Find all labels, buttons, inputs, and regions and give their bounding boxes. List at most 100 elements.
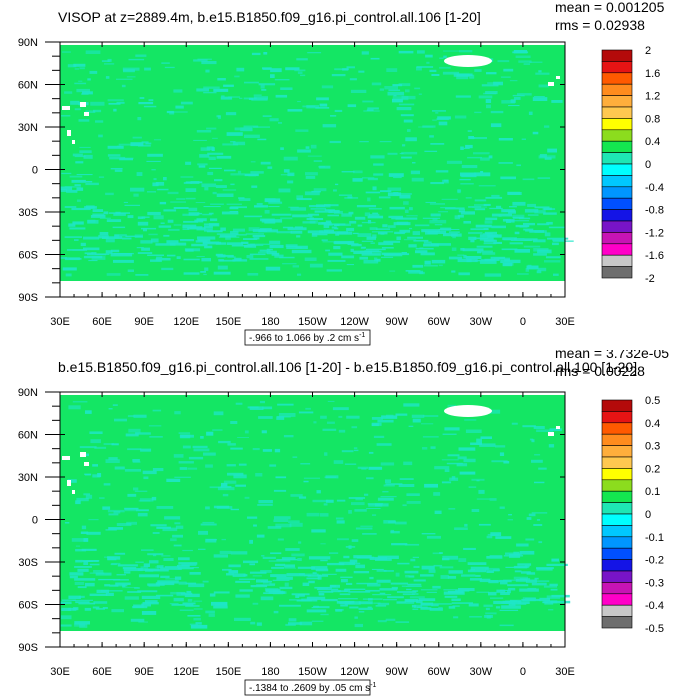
top-speckle-cell [430, 213, 441, 217]
top-speckle-cell [372, 234, 377, 239]
bottom-southern-speckle [260, 580, 272, 583]
top-speckle-cell [81, 93, 89, 95]
top-speckle-cell [116, 78, 133, 80]
bottom-southern-speckle [113, 579, 129, 581]
bottom-speckle-cell [362, 533, 377, 535]
bottom-speckle-cell [108, 457, 118, 460]
top-southern-speckle [91, 252, 97, 254]
bottom-speckle-cell [413, 565, 420, 568]
top-speckle-cell [137, 117, 142, 121]
top-speckle-cell [378, 196, 391, 199]
top-southern-speckle [307, 230, 329, 234]
top-speckle-cell [436, 118, 449, 121]
bottom-southern-speckle [548, 609, 554, 611]
top-speckle-cell [207, 171, 214, 176]
bottom-speckle-cell [212, 429, 223, 431]
top-colorbar-swatch [601, 266, 633, 279]
top-speckle-cell [459, 178, 471, 181]
bottom-speckle-cell [395, 413, 408, 416]
top-southern-speckle [219, 234, 237, 237]
top-southern-speckle [236, 234, 247, 236]
top-speckle-cell [130, 142, 144, 147]
top-speckle-cell [195, 202, 206, 203]
bottom-southern-speckle [379, 557, 387, 559]
bottom-island-land [62, 456, 70, 460]
top-speckle-cell [311, 190, 321, 193]
top-southern-speckle [218, 236, 240, 238]
top-speckle-cell [148, 233, 158, 236]
top-speckle-cell [137, 221, 149, 226]
top-southern-speckle [90, 215, 106, 218]
bottom-speckle-cell [205, 610, 215, 614]
bottom-southern-speckle [72, 599, 93, 601]
bottom-speckle-cell [138, 621, 148, 623]
bottom-southern-speckle [132, 606, 148, 609]
top-southern-speckle [182, 224, 197, 228]
bottom-speckle-cell [75, 500, 81, 505]
bottom-colorbar-swatch [601, 525, 633, 538]
bottom-speckle-cell [485, 607, 490, 611]
bottom-x-axis: 30E 60E 90E 120E 150E 180 150W 120W 90W 60W 30W 0 30… [50, 392, 575, 678]
top-speckle-cell [87, 220, 99, 224]
bottom-southern-speckle [340, 579, 348, 583]
bottom-southern-speckle [69, 572, 84, 576]
top-colorbar-label: -1.6 [645, 250, 664, 262]
top-southern-speckle [204, 230, 222, 232]
bottom-map-panel: b.e15.B1850.f09_g16.pi_control.all.106 [… [0, 350, 700, 700]
top-speckle-cell [307, 155, 322, 157]
bottom-speckle-cell [332, 407, 349, 411]
top-island-land [556, 76, 560, 79]
top-speckle-cell [128, 58, 145, 61]
bottom-speckle-cell [278, 413, 296, 417]
bottom-southern-speckle [353, 555, 372, 559]
bottom-speckle-cell [355, 564, 365, 569]
bottom-speckle-cell [457, 456, 467, 460]
bottom-speckle-cell [320, 513, 329, 517]
top-southern-speckle [415, 247, 434, 250]
top-speckle-cell [346, 264, 354, 266]
top-speckle-cell [401, 151, 418, 155]
top-speckle-cell [230, 173, 245, 176]
bottom-speckle-cell [313, 421, 317, 424]
top-speckle-cell [302, 221, 316, 224]
top-southern-speckle [136, 247, 144, 249]
top-speckle-cell [257, 138, 267, 141]
bottom-y-tick-label: 30S [18, 557, 38, 569]
bottom-speckle-cell [141, 549, 154, 551]
top-speckle-cell [244, 81, 259, 84]
bottom-speckle-cell [84, 473, 91, 476]
top-x-tick-label: 60W [427, 316, 450, 328]
top-speckle-cell [514, 231, 520, 235]
top-speckle-cell [287, 172, 295, 177]
bottom-speckle-cell [78, 595, 85, 598]
top-speckle-cell [457, 189, 462, 193]
bottom-southern-speckle [89, 563, 100, 566]
bottom-speckle-cell [179, 467, 188, 470]
bottom-speckle-cell [385, 618, 396, 621]
bottom-speckle-cell [534, 454, 541, 456]
top-southern-speckle [143, 228, 147, 232]
bottom-speckle-cell [338, 429, 346, 433]
top-speckle-cell [161, 267, 174, 271]
bottom-southern-speckle [178, 562, 198, 565]
bottom-island-land [80, 452, 86, 457]
top-southern-speckle [460, 211, 475, 215]
bottom-colorbar-swatch [601, 479, 633, 492]
top-southern-speckle [271, 213, 292, 216]
top-southern-speckle [163, 209, 177, 212]
top-southern-speckle [351, 243, 362, 247]
top-speckle-cell [109, 156, 126, 160]
top-y-tick-label: 30N [18, 122, 38, 134]
top-speckle-cell [65, 273, 72, 277]
bottom-speckle-cell [137, 512, 148, 517]
top-speckle-cell [324, 204, 339, 207]
top-speckle-cell [206, 146, 214, 151]
top-southern-speckle [470, 239, 475, 243]
bottom-speckle-cell [313, 605, 319, 608]
top-speckle-cell [482, 252, 496, 255]
top-southern-speckle [185, 248, 194, 252]
top-southern-speckle [196, 218, 207, 222]
bottom-speckle-cell [490, 532, 502, 537]
bottom-speckle-cell [122, 587, 139, 589]
bottom-southern-speckle [186, 590, 192, 593]
